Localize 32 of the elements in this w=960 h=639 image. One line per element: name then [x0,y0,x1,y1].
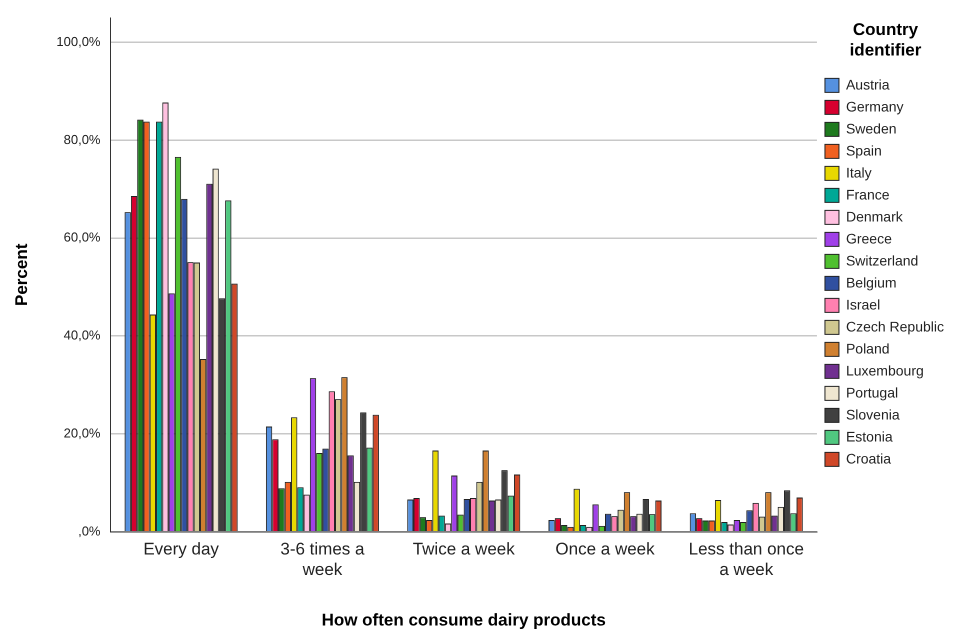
legend-label: Croatia [846,450,892,466]
x-tick-label: Twice a week [412,540,516,559]
legend-label: Belgium [846,274,897,290]
legend-label: France [846,186,890,202]
legend-label: Poland [846,340,890,356]
x-tick-label: 3-6 times a week [280,540,366,580]
y-tick-label: 80,0% [64,132,101,147]
legend-label: Denmark [846,208,904,224]
legend-label: Estonia [846,428,893,444]
legend-label: Italy [846,164,872,180]
legend-label: Germany [846,98,904,114]
legend-label: Greece [846,230,892,246]
y-tick-label: 60,0% [64,230,101,245]
legend-label: Switzerland [846,252,918,268]
y-tick-label: 40,0% [64,328,101,343]
y-axis-title: Percent [12,243,31,306]
y-tick-label: ,0% [78,523,101,538]
x-tick-label: Every day [143,540,220,559]
legend-label: Portugal [846,384,898,400]
legend-label: Slovenia [846,406,900,422]
legend-label: Spain [846,142,882,158]
x-tick-label: Once a week [555,540,656,559]
x-tick-label: Less than once a week [688,540,804,580]
legend-label: Sweden [846,120,897,136]
legend-label: Israel [846,296,880,312]
y-tick-label: 100,0% [56,34,101,49]
legend-title: Country identifier [850,20,922,60]
x-axis-title: How often consume dairy products [322,610,606,630]
legend-label: Austria [846,76,890,92]
legend-label: Czech Republic [846,318,944,334]
y-tick-label: 20,0% [64,425,101,440]
legend-label: Luxembourg [846,362,924,378]
